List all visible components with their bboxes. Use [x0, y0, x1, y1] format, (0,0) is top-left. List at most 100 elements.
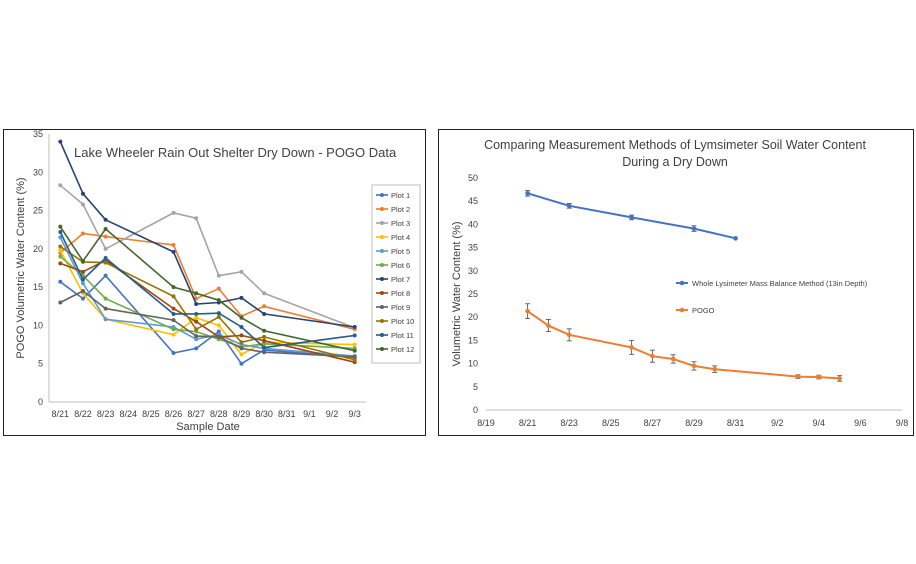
- x-tick-label: 9/4: [813, 418, 826, 428]
- x-tick-label: 8/30: [255, 409, 273, 419]
- data-point: [239, 340, 244, 345]
- data-point: [58, 235, 63, 240]
- x-tick-label: 8/28: [210, 409, 228, 419]
- pogo-drydown-chart-panel: 0 5 10 15 20 25 30 35 8/21 8/22 8/23 8/24 8/25 8/26 8/…: [3, 129, 426, 436]
- legend-label: Whole Lysimeter Mass Balance Method (13i…: [692, 279, 868, 288]
- x-tick-label: 9/3: [348, 409, 361, 419]
- legend-label: Plot 1: [391, 191, 410, 200]
- y-tick-label: 10: [33, 320, 43, 330]
- pogo-drydown-chart: 0 5 10 15 20 25 30 35 8/21 8/22 8/23 8/24 8/25 8/26 8/…: [15, 130, 421, 433]
- data-point: [58, 224, 63, 229]
- data-point: [80, 202, 85, 207]
- data-point: [566, 332, 572, 338]
- data-point: [816, 374, 822, 380]
- y-tick-label: 20: [33, 244, 43, 254]
- data-point: [262, 334, 267, 339]
- y-tick-label: 30: [33, 167, 43, 177]
- legend-swatch-marker: [679, 280, 685, 286]
- data-point: [80, 277, 85, 282]
- legend-label: POGO: [692, 306, 715, 315]
- legend-label: Plot 3: [391, 219, 410, 228]
- x-tick-label: 8/31: [727, 418, 745, 428]
- y-tick-label: 5: [38, 359, 43, 369]
- data-point: [262, 345, 267, 350]
- y-tick-label: 5: [473, 382, 478, 392]
- legend-label: Plot 6: [391, 261, 410, 270]
- legend-swatch-marker: [380, 347, 384, 351]
- data-point: [103, 217, 108, 222]
- data-point: [171, 318, 176, 323]
- data-point: [216, 315, 221, 320]
- data-point: [194, 334, 199, 339]
- y-tick-label: 0: [38, 397, 43, 407]
- data-point: [58, 254, 63, 259]
- y-axis-title: Volumetric Water Content (%): [451, 221, 463, 366]
- data-point: [194, 315, 199, 320]
- data-point: [733, 236, 738, 241]
- data-point: [103, 306, 108, 311]
- data-point: [216, 323, 221, 328]
- method-comparison-chart-panel: Comparing Measurement Methods of Lymsime…: [438, 129, 914, 436]
- data-point: [239, 346, 244, 351]
- data-point: [239, 324, 244, 329]
- legend-label: Plot 4: [391, 233, 410, 242]
- data-point: [194, 337, 199, 342]
- data-point: [262, 328, 267, 333]
- data-point: [262, 338, 267, 343]
- data-point: [837, 376, 842, 381]
- data-point: [103, 273, 108, 278]
- chart-title: Comparing Measurement Methods of Lymsime…: [484, 138, 866, 169]
- data-point: [171, 210, 176, 215]
- data-point: [194, 327, 199, 332]
- legend-swatch-marker: [380, 207, 384, 211]
- method-comparison-chart: Comparing Measurement Methods of Lymsime…: [451, 138, 908, 428]
- data-point: [239, 333, 244, 338]
- x-tick-label: 8/21: [52, 409, 70, 419]
- x-axis-title: Sample Date: [176, 421, 240, 433]
- data-point: [352, 357, 357, 362]
- legend-swatch-marker: [679, 307, 685, 313]
- data-point: [239, 269, 244, 274]
- data-point: [103, 260, 108, 265]
- x-tick-label: 9/1: [303, 409, 316, 419]
- x-tick-label: 8/23: [560, 418, 578, 428]
- x-tick-label: 8/31: [278, 409, 296, 419]
- legend-swatch-marker: [380, 277, 384, 281]
- y-tick-label: 50: [468, 173, 478, 183]
- legend-swatch-marker: [380, 319, 384, 323]
- x-tick-label: 8/21: [519, 418, 537, 428]
- data-point: [650, 353, 655, 359]
- data-point: [216, 273, 221, 278]
- data-point: [171, 332, 176, 337]
- legend-label: Plot 10: [391, 317, 414, 326]
- data-point: [216, 286, 221, 291]
- data-point: [352, 333, 357, 338]
- legend-swatch-marker: [380, 221, 384, 225]
- y-tick-label: 20: [468, 312, 478, 322]
- legend-swatch-marker: [380, 193, 384, 197]
- data-point: [194, 346, 199, 351]
- x-tick-label: 8/26: [165, 409, 183, 419]
- data-point: [194, 296, 199, 301]
- x-tick-label: 8/19: [477, 418, 495, 428]
- data-point: [58, 183, 63, 188]
- data-point: [58, 300, 63, 305]
- legend-swatch-marker: [380, 333, 384, 337]
- x-tick-label: 8/29: [233, 409, 251, 419]
- data-point: [194, 301, 199, 306]
- data-point: [103, 234, 108, 239]
- data-point: [80, 281, 85, 286]
- x-tick-label: 8/25: [602, 418, 620, 428]
- data-point: [691, 363, 697, 369]
- x-tick-label: 8/27: [644, 418, 662, 428]
- data-point: [80, 191, 85, 196]
- data-point: [566, 203, 572, 209]
- legend-label: Plot 8: [391, 289, 410, 298]
- data-point: [103, 317, 108, 322]
- data-point: [262, 291, 267, 296]
- x-tick-label: 8/22: [74, 409, 92, 419]
- data-point: [712, 366, 718, 372]
- data-point: [171, 350, 176, 355]
- chart-title: Lake Wheeler Rain Out Shelter Dry Down -…: [74, 145, 397, 160]
- y-tick-label: 30: [468, 266, 478, 276]
